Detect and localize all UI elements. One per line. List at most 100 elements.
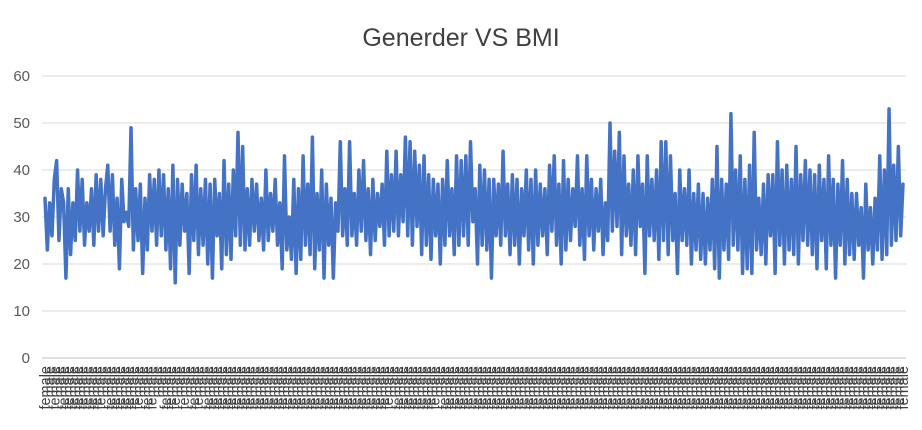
data-point [188,272,190,274]
data-point [821,239,823,242]
data-point [428,174,430,176]
data-point [323,277,325,279]
data-point [604,202,606,204]
data-point [504,235,506,237]
data-point [128,225,130,227]
x-tick-label: male [98,366,114,397]
data-point [172,164,174,166]
data-point [360,230,362,232]
data-point [121,178,123,180]
data-point [688,169,690,171]
data-point [723,249,725,251]
data-point [858,244,860,246]
x-tick-label: female [140,366,156,410]
x-tick-label: female [599,366,615,410]
data-point [246,188,248,190]
data-point [690,263,693,265]
data-point [83,244,86,246]
data-point [753,131,755,133]
x-tick-label: female [706,366,722,410]
x-tick-label: female [145,366,161,410]
data-point [197,254,200,256]
data-point [676,272,679,274]
x-tick-label: female [891,366,907,410]
data-point [551,230,553,232]
x-tick-label: female [358,366,374,410]
data-point [283,155,286,157]
data-point [839,244,841,246]
data-point [597,230,600,232]
data-point [890,244,892,246]
x-tick-label: female [455,366,471,410]
data-point [818,164,820,166]
x-tick-label: female [613,366,629,410]
x-tick-label: female [506,366,522,410]
data-point [767,174,769,176]
x-tick-label: female [673,366,689,410]
data-point [541,235,544,237]
data-point [902,183,904,185]
data-point [886,254,888,256]
x-tick-label: female [720,366,736,410]
x-tick-label: male [149,366,165,397]
data-point [832,178,834,180]
data-point [393,230,395,232]
x-tick-label: female [655,366,671,410]
data-point [509,254,511,256]
x-tick-label: female [126,366,142,410]
x-tick-label: female [799,366,815,410]
data-point [49,202,51,204]
data-point [258,239,260,242]
data-point [383,244,386,246]
data-point [479,164,481,166]
data-point [302,155,304,157]
data-point [362,160,365,162]
x-tick-label: female [474,366,490,410]
data-point [88,230,90,232]
x-tick-label: female [75,366,91,410]
data-point [732,244,734,246]
data-point [467,244,469,246]
x-tick-label: female [771,366,787,410]
data-point [204,178,207,180]
data-point [300,258,302,260]
data-point [646,155,648,157]
x-tick-label: female [70,366,86,410]
x-tick-label: female [604,366,620,410]
x-tick-label: female [117,366,133,410]
x-tick-label: female [608,366,624,410]
data-point [693,192,695,195]
x-tick-label: female [335,366,351,410]
data-point [165,249,167,251]
data-point [376,192,379,195]
data-point [388,235,390,237]
data-point [569,239,572,242]
x-tick-label: female [446,366,462,410]
data-point [900,235,902,237]
x-tick-label: female [233,366,249,410]
data-point [728,258,730,260]
data-point [707,197,709,199]
data-point [867,249,869,251]
x-tick-label: female [525,366,541,410]
data-point [200,188,202,190]
x-tick-label: female [632,366,648,410]
data-point [655,169,658,171]
x-tick-label: female [502,366,518,410]
x-tick-label: female [479,366,495,410]
data-point [697,183,699,185]
data-point [762,183,765,185]
data-point [130,127,132,129]
x-tick-label: female [497,366,513,410]
data-point [855,192,858,195]
chart-title: Generder VS BMI [362,24,559,52]
x-tick-label: female [493,366,509,410]
data-point [235,235,237,237]
data-point [297,188,300,190]
data-point [488,178,490,180]
x-tick-label: female [678,366,694,410]
data-point [888,108,890,110]
bmi-series-line [43,107,905,285]
data-point [109,230,111,232]
y-tick-label: 20 [13,256,30,273]
